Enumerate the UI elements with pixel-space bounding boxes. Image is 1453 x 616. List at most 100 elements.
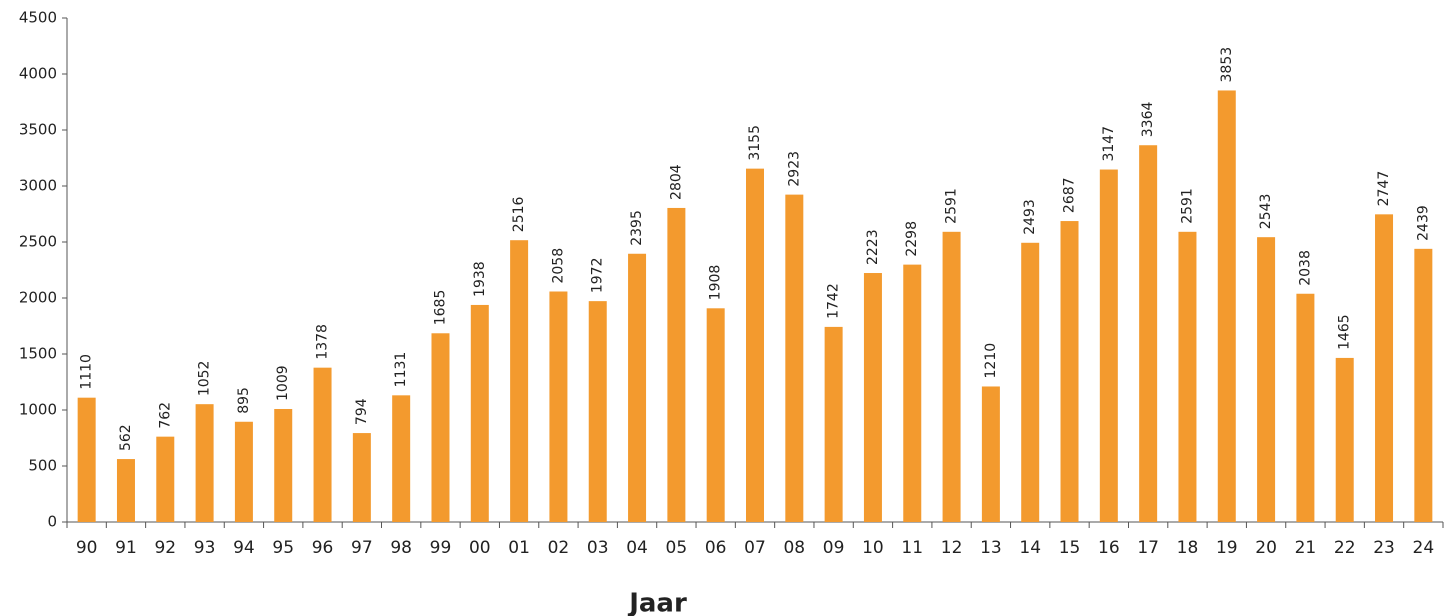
bar bbox=[313, 367, 332, 522]
bar bbox=[116, 459, 135, 522]
y-tick-label: 4500 bbox=[19, 9, 57, 27]
bar bbox=[824, 326, 843, 522]
bar bbox=[942, 231, 961, 523]
bar bbox=[1257, 237, 1276, 522]
data-label: 2038 bbox=[1297, 250, 1313, 286]
data-label: 1210 bbox=[983, 343, 999, 379]
x-tick-label: 95 bbox=[272, 538, 294, 558]
bar bbox=[431, 333, 450, 522]
bar bbox=[1099, 169, 1118, 522]
data-label: 2395 bbox=[629, 210, 645, 246]
bar bbox=[863, 273, 882, 522]
x-tick-label: 21 bbox=[1295, 538, 1317, 558]
x-tick-label: 99 bbox=[430, 538, 452, 558]
x-tick-label: 19 bbox=[1216, 538, 1238, 558]
x-tick-label: 09 bbox=[823, 538, 845, 558]
x-tick-label: 00 bbox=[469, 538, 491, 558]
bar bbox=[1178, 231, 1197, 523]
data-label: 1465 bbox=[1337, 314, 1353, 350]
x-tick-label: 11 bbox=[901, 538, 923, 558]
bar bbox=[1021, 242, 1040, 522]
x-tick-label: 92 bbox=[154, 538, 176, 558]
data-label: 895 bbox=[236, 387, 252, 414]
x-tick-label: 01 bbox=[508, 538, 530, 558]
data-label: 762 bbox=[157, 402, 173, 429]
x-tick-label: 17 bbox=[1137, 538, 1159, 558]
data-label: 2223 bbox=[865, 229, 881, 265]
x-tick-label: 24 bbox=[1413, 538, 1435, 558]
data-label: 3147 bbox=[1101, 126, 1117, 162]
bar bbox=[352, 433, 371, 522]
bar bbox=[470, 304, 489, 522]
y-tick-label: 2000 bbox=[19, 289, 57, 307]
bar bbox=[510, 240, 529, 522]
x-tick-label: 94 bbox=[233, 538, 255, 558]
bar bbox=[981, 386, 1000, 522]
data-label: 2493 bbox=[1022, 199, 1038, 235]
y-tick-label: 4000 bbox=[19, 65, 57, 83]
data-label: 3853 bbox=[1219, 47, 1235, 83]
bar bbox=[706, 308, 725, 522]
bar bbox=[1375, 214, 1394, 522]
x-tick-label: 07 bbox=[744, 538, 766, 558]
x-tick-label: 05 bbox=[666, 538, 688, 558]
data-label: 1938 bbox=[472, 261, 488, 297]
x-tick-label: 20 bbox=[1255, 538, 1277, 558]
data-label: 1972 bbox=[590, 257, 606, 293]
x-tick-label: 03 bbox=[587, 538, 609, 558]
data-label: 2058 bbox=[550, 248, 566, 284]
y-tick-label: 3000 bbox=[19, 177, 57, 195]
bar bbox=[274, 408, 293, 522]
y-tick-label: 500 bbox=[28, 457, 57, 475]
y-tick-label: 3500 bbox=[19, 121, 57, 139]
bar bbox=[1139, 145, 1158, 522]
data-label: 2923 bbox=[786, 151, 802, 187]
bar bbox=[588, 301, 607, 522]
y-tick-label: 2500 bbox=[19, 233, 57, 251]
x-tick-label: 90 bbox=[76, 538, 98, 558]
data-label: 2439 bbox=[1415, 205, 1431, 241]
x-tick-label: 93 bbox=[194, 538, 216, 558]
bar bbox=[77, 397, 96, 522]
bar bbox=[1060, 221, 1079, 522]
bar bbox=[1217, 90, 1236, 523]
bar bbox=[195, 404, 214, 522]
y-tick-label: 1500 bbox=[19, 345, 57, 363]
data-label: 794 bbox=[354, 398, 370, 425]
x-axis-title: Jaar bbox=[627, 589, 687, 616]
data-label: 1742 bbox=[826, 283, 842, 319]
data-label: 2687 bbox=[1062, 177, 1078, 213]
data-label: 1110 bbox=[79, 354, 95, 390]
x-tick-label: 96 bbox=[312, 538, 334, 558]
x-tick-label: 08 bbox=[783, 538, 805, 558]
x-tick-label: 02 bbox=[548, 538, 570, 558]
x-tick-label: 91 bbox=[115, 538, 137, 558]
data-label: 562 bbox=[118, 424, 134, 451]
bar bbox=[628, 253, 647, 522]
bar bbox=[156, 436, 175, 522]
data-label: 1131 bbox=[393, 352, 409, 388]
x-tick-label: 18 bbox=[1177, 538, 1199, 558]
bar bbox=[785, 194, 804, 522]
x-tick-label: 04 bbox=[626, 538, 648, 558]
bar bbox=[392, 395, 411, 522]
data-label: 1685 bbox=[432, 290, 448, 326]
x-tick-label: 13 bbox=[980, 538, 1002, 558]
y-tick-label: 0 bbox=[47, 513, 57, 531]
data-label: 1378 bbox=[315, 324, 331, 360]
x-tick-label: 98 bbox=[390, 538, 412, 558]
x-tick-label: 14 bbox=[1019, 538, 1041, 558]
x-tick-label: 97 bbox=[351, 538, 373, 558]
data-label: 1908 bbox=[708, 265, 724, 301]
bar bbox=[234, 421, 253, 522]
data-label: 2543 bbox=[1258, 194, 1274, 230]
x-tick-label: 22 bbox=[1334, 538, 1356, 558]
x-tick-label: 12 bbox=[941, 538, 963, 558]
bar bbox=[1414, 248, 1433, 522]
data-label: 2298 bbox=[904, 221, 920, 257]
data-label: 3155 bbox=[747, 125, 763, 161]
data-label: 3364 bbox=[1140, 102, 1156, 138]
bar bbox=[746, 168, 764, 522]
data-label: 2516 bbox=[511, 196, 527, 232]
